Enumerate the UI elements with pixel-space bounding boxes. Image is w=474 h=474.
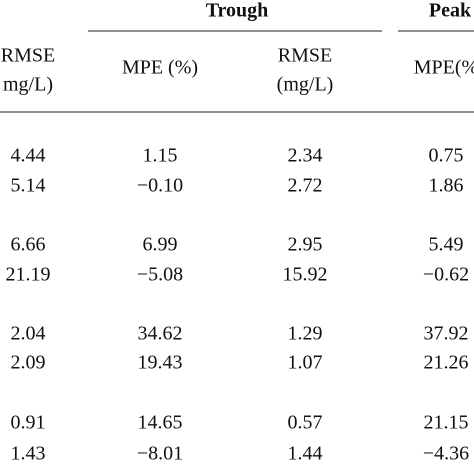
cell: 1.15 [143,145,178,167]
cell: 6.99 [143,234,178,256]
cell: 21.19 [6,264,51,286]
column-header: (mg/L) [277,74,334,96]
cell: 4.44 [11,145,46,167]
cell: −4.36 [423,443,469,465]
column-header: RMSE [1,45,55,67]
cell: 1.43 [11,443,46,465]
cell: 5.49 [429,234,464,256]
cell: 2.95 [288,234,323,256]
cell: 6.66 [11,234,46,256]
column-header: RMSE [278,45,332,67]
group-header: Peak [429,0,472,22]
cell: −0.62 [423,264,469,286]
cell: 21.15 [424,412,469,434]
cell: 19.43 [138,352,183,374]
cell: 0.57 [288,412,323,434]
cell: 1.29 [288,323,323,345]
cell: 1.44 [288,443,323,465]
cell: 0.75 [429,145,464,167]
cell: −5.08 [137,264,183,286]
group-header: Trough [206,0,269,22]
cell: −8.01 [137,443,183,465]
cell: 1.07 [288,352,323,374]
cell: 15.92 [283,264,328,286]
cell: 37.92 [424,323,469,345]
cell: 2.72 [288,175,323,197]
cell: 1.86 [429,175,464,197]
cell: 34.62 [138,323,183,345]
cell: 0.91 [11,412,46,434]
column-header: mg/L) [3,74,53,96]
cell: 14.65 [138,412,183,434]
cell: −0.10 [137,175,183,197]
cell: 2.09 [11,352,46,374]
cell: 2.34 [288,145,323,167]
cell: 21.26 [424,352,469,374]
column-header: MPE(% [414,57,474,79]
column-header: MPE (%) [122,57,198,79]
cell: 5.14 [11,175,46,197]
cell: 2.04 [11,323,46,345]
